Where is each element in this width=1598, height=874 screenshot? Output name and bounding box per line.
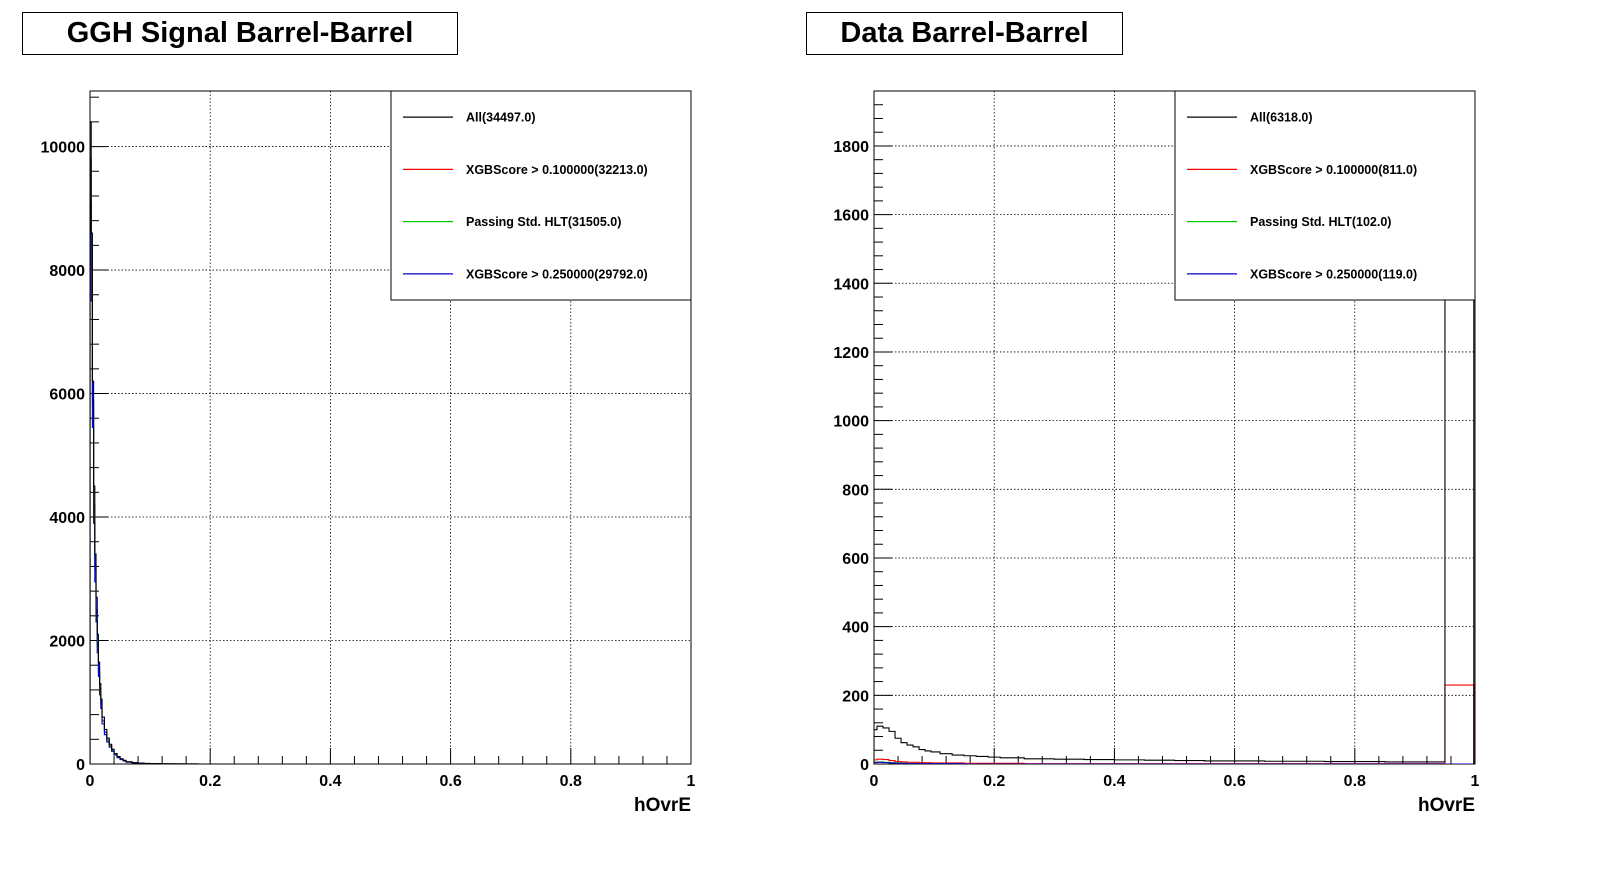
legend-entry: Passing Std. HLT(102.0) [1250,215,1391,229]
y-tick-label: 1600 [833,208,869,225]
legend-entry: All(34497.0) [466,111,535,125]
x-tick-label: 0.2 [199,773,221,790]
chart-title-box: GGH Signal Barrel-Barrel [22,12,458,55]
y-tick-label: 8000 [49,263,85,280]
series-line-0 [90,121,691,764]
legend: All(34497.0) XGBScore > 0.100000(32213.0)… [390,90,692,301]
legend-entry: XGBScore > 0.100000(811.0) [1250,163,1417,177]
y-tick-label: 0 [76,757,85,774]
x-tick-label: 0 [870,773,879,790]
x-tick-label: 1 [687,773,696,790]
x-tick-label: 0.2 [983,773,1005,790]
x-tick-label: 0 [86,773,95,790]
legend-entry: XGBScore > 0.250000(29792.0) [466,267,648,281]
y-tick-label: 800 [842,482,869,499]
legend-entry: XGBScore > 0.250000(119.0) [1250,267,1417,281]
series-line-3 [874,761,1474,764]
series-line-0 [874,111,1475,764]
y-tick-label: 6000 [49,387,85,404]
y-tick-label: 4000 [49,510,85,527]
y-tick-label: 400 [842,620,869,637]
chart-plot-ggh-signal: 0 0.2 0.4 0.6 0.8 1 0 2000 4000 6000 8000 10000 hOvr… [41,90,696,816]
y-tick-label: 1800 [833,139,869,156]
y-tick-label: 1000 [833,414,869,431]
legend-entry: XGBScore > 0.100000(32213.0) [466,163,648,177]
chart-title: GGH Signal Barrel-Barrel [66,17,414,49]
chart-panel-data: Data Barrel-Barrel 0 0.2 0.4 0.6 0.8 1 0 200 400… [784,0,1583,874]
chart-title-box: Data Barrel-Barrel [806,12,1123,55]
y-tick-label: 1400 [833,276,869,293]
x-tick-label: 0.4 [319,773,341,790]
y-tick-label: 200 [842,688,869,705]
chart-plot-data: 0 0.2 0.4 0.6 0.8 1 0 200 400 600 800 1000 1200 1400 1… [833,90,1480,816]
series-line-1 [874,684,1475,764]
y-tick-label: 600 [842,551,869,568]
x-tick-label: 1 [1471,773,1480,790]
x-tick-label: 0.6 [1223,773,1245,790]
x-tick-label: 0.8 [1344,773,1366,790]
x-axis-title: hOvrE [634,795,691,816]
x-tick-label: 0.8 [560,773,582,790]
x-axis-title: hOvrE [1418,795,1475,816]
y-tick-label: 0 [860,757,869,774]
y-tick-label: 2000 [49,634,85,651]
y-tick-label: 1200 [833,345,869,362]
legend-box [1174,90,1476,301]
legend-entry: All(6318.0) [1250,111,1313,125]
chart-panel-ggh-signal: GGH Signal Barrel-Barrel 0 0.2 0.4 0.6 0.8 1 0… [22,12,696,816]
y-tick-label: 10000 [41,140,86,157]
legend-box [390,90,692,301]
chart-title: Data Barrel-Barrel [840,17,1089,49]
legend-entry: Passing Std. HLT(31505.0) [466,215,621,229]
legend: All(6318.0) XGBScore > 0.100000(811.0) Pas… [1174,90,1476,301]
x-tick-label: 0.4 [1103,773,1125,790]
x-tick-label: 0.6 [439,773,461,790]
